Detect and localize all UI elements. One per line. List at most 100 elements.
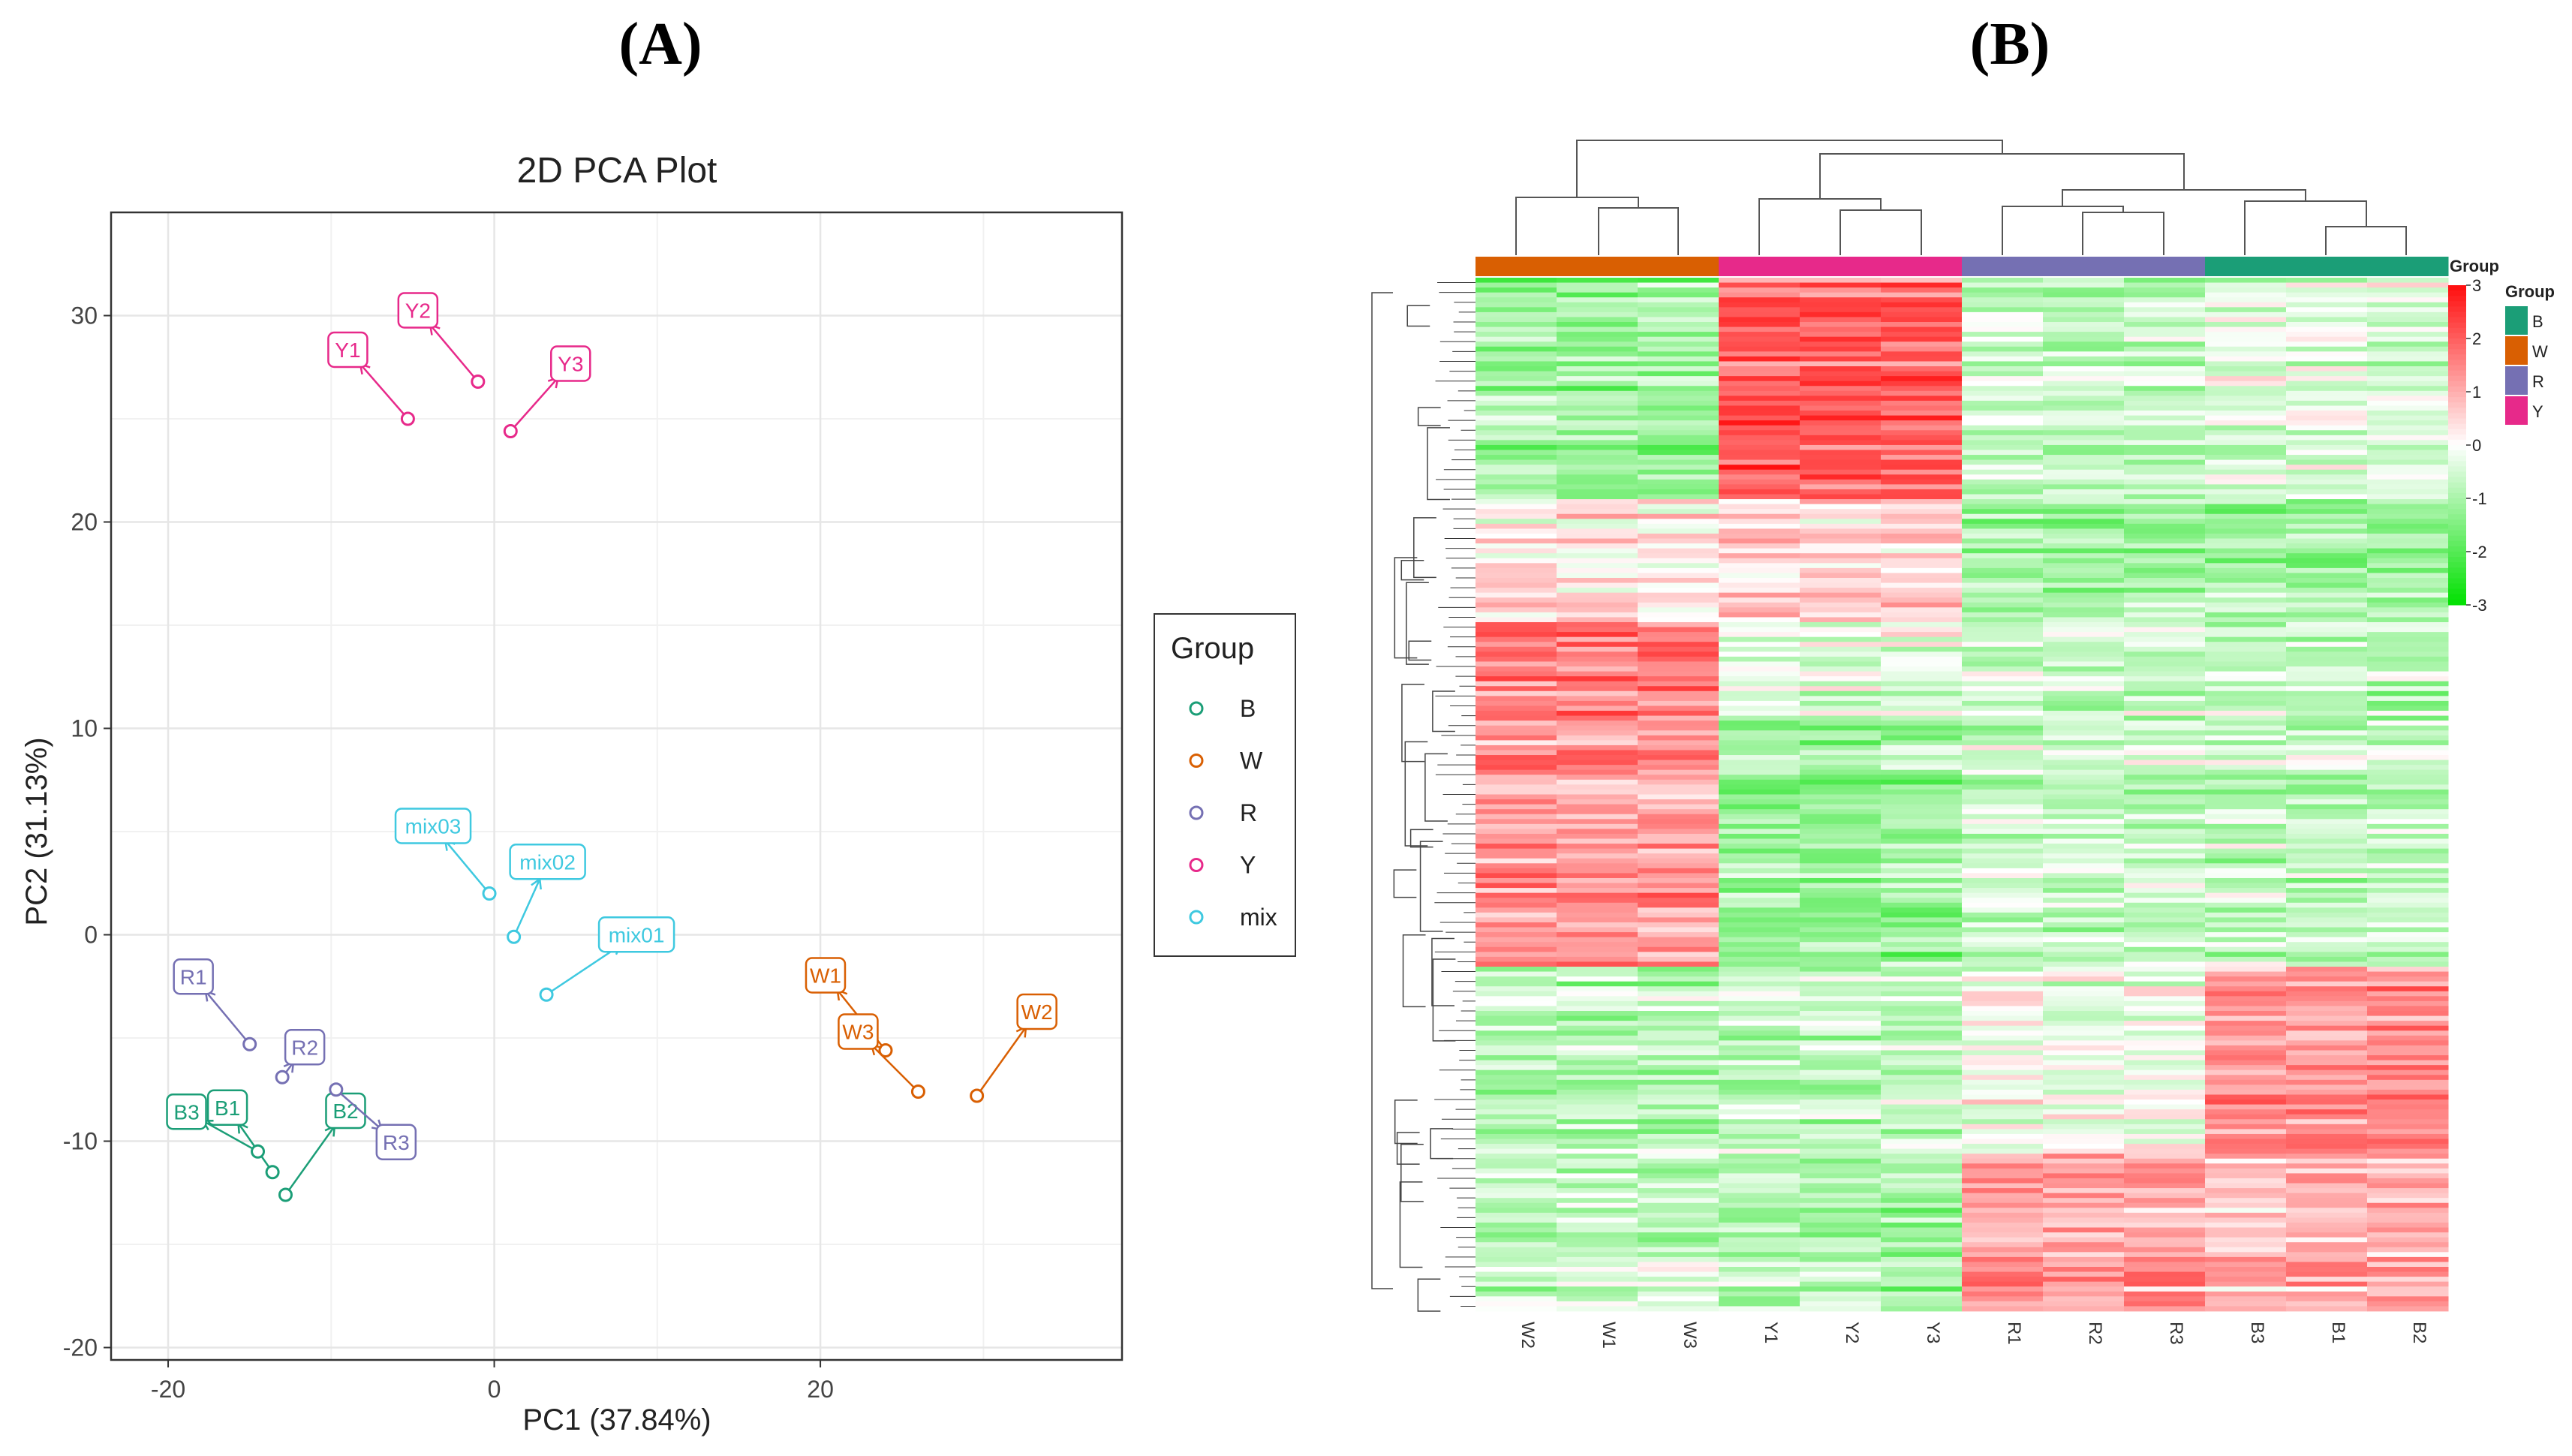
heatmap-cell (1881, 789, 1963, 795)
heatmap-cell (1476, 1065, 1557, 1071)
heatmap-cell (2286, 548, 2368, 554)
heatmap-cell (1719, 789, 1800, 795)
heatmap-cell (1557, 956, 1638, 962)
heatmap-cell (1476, 1100, 1557, 1105)
heatmap-cell (2205, 946, 2287, 952)
heatmap-cell (1962, 1168, 2044, 1174)
heatmap-cell (2043, 622, 2125, 627)
heatmap-cell (2286, 986, 2368, 992)
heatmap-cell (2205, 784, 2287, 790)
heatmap-cell (1962, 1075, 2044, 1081)
heatmap-cell (1557, 479, 1638, 485)
heatmap-cell (2124, 519, 2206, 525)
heatmap-cell (1638, 474, 1719, 480)
heatmap-cell (1962, 567, 2044, 573)
heatmap-cell (1800, 927, 1882, 933)
heatmap-cell (2124, 799, 2206, 805)
heatmap-cell (1719, 400, 1800, 406)
pca-label-box (206, 1089, 248, 1126)
color-scale-label: 1 (2472, 383, 2481, 402)
heatmap-cell (1638, 1094, 1719, 1100)
heatmap-cell (1476, 642, 1557, 648)
heatmap-cell (1557, 1212, 1638, 1218)
heatmap-cell (1557, 1139, 1638, 1145)
heatmap-cell (1476, 415, 1557, 421)
heatmap-cell (2124, 317, 2206, 323)
pca-point-B3 (251, 1144, 266, 1159)
heatmap-cell (1557, 1144, 1638, 1150)
heatmap-cell (1638, 597, 1719, 603)
heatmap-cell (1881, 465, 1963, 471)
heatmap-cell (2367, 961, 2449, 967)
heatmap-cell (2367, 809, 2449, 815)
heatmap-cell (1719, 1021, 1800, 1027)
heatmap-cell (1719, 287, 1800, 293)
heatmap-cell (1557, 469, 1638, 475)
heatmap-cell (1638, 745, 1719, 751)
heatmap-cell (1800, 1139, 1882, 1145)
heatmap-cell (2124, 922, 2206, 928)
heatmap-cell (1638, 577, 1719, 583)
heatmap-cell (1476, 1262, 1557, 1268)
heatmap-cell (1800, 627, 1882, 633)
heatmap-cell (1476, 440, 1557, 446)
column-label-W2: W2 (1518, 1322, 1538, 1349)
panel-label-a: (A) (618, 11, 702, 77)
heatmap-cell (2286, 400, 2368, 406)
heatmap-cell (2286, 853, 2368, 859)
heatmap-cell (1962, 558, 2044, 564)
heatmap-cell (1800, 548, 1882, 554)
heatmap-cell (2124, 479, 2206, 485)
column-label-B1: B1 (2328, 1322, 2348, 1343)
heatmap-cell (1638, 484, 1719, 490)
heatmap-cell (2043, 676, 2125, 682)
pca-point-label-R3: R3 (383, 1131, 410, 1154)
heatmap-cell (2205, 567, 2287, 573)
heatmap-cell (2286, 696, 2368, 702)
heatmap-cell (1719, 553, 1800, 559)
heatmap-cell (1800, 381, 1882, 387)
heatmap-cell (2367, 873, 2449, 879)
heatmap-cell (2124, 415, 2206, 421)
heatmap-cell (2286, 326, 2368, 332)
heatmap-cell (2286, 317, 2368, 323)
heatmap-cell (1962, 430, 2044, 436)
heatmap-cell (1638, 967, 1719, 972)
heatmap-cell (1881, 1306, 1963, 1312)
heatmap-cell (2043, 769, 2125, 775)
heatmap-cell (2043, 1252, 2125, 1258)
pca-label-box (394, 808, 472, 844)
heatmap-cell (2205, 336, 2287, 342)
heatmap-cell (1719, 804, 1800, 810)
heatmap-cell (1962, 519, 2044, 525)
heatmap-cell (1476, 661, 1557, 667)
heatmap-cell (1962, 465, 2044, 471)
heatmap-cell (2286, 745, 2368, 751)
heatmap-cell (1962, 1301, 2044, 1307)
heatmap-cell (1881, 799, 1963, 805)
heatmap-cell (1719, 996, 1800, 1002)
heatmap-cell (1476, 278, 1557, 283)
heatmap-cell (1719, 278, 1800, 283)
heatmap-cell (2124, 1256, 2206, 1262)
heatmap-cell (1719, 455, 1800, 461)
heatmap-cell (2286, 390, 2368, 396)
heatmap-cell (1962, 642, 2044, 648)
heatmap-cell (1962, 390, 2044, 396)
heatmap-cell (1476, 775, 1557, 781)
heatmap-cell (1881, 390, 1963, 396)
heatmap-cell (1881, 937, 1963, 943)
heatmap-cell (1719, 769, 1800, 775)
heatmap-cell (2367, 892, 2449, 898)
heatmap-cell (2205, 474, 2287, 480)
heatmap-cell (2043, 415, 2125, 421)
heatmap-cell (2043, 489, 2125, 495)
heatmap-cell (1719, 317, 1800, 323)
heatmap-cell (2286, 917, 2368, 923)
heatmap-cell (1800, 1208, 1882, 1214)
heatmap-cell (1800, 1256, 1882, 1262)
heatmap-cell (1800, 1069, 1882, 1075)
heatmap-cell (1719, 686, 1800, 692)
heatmap-cell (2043, 829, 2125, 835)
heatmap-cell (2286, 775, 2368, 781)
